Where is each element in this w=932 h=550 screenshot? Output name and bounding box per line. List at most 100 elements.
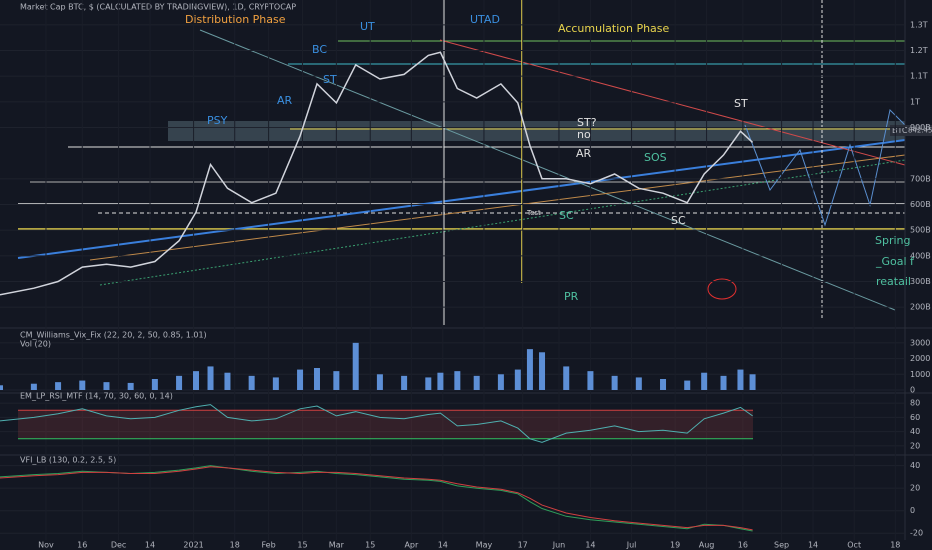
y-tick-label: 1.2T	[910, 46, 928, 55]
bar	[454, 371, 461, 390]
bar	[151, 379, 158, 390]
x-tick-label: 14	[145, 541, 155, 550]
annotation: _Goal f	[875, 255, 915, 268]
annotation: SC	[671, 214, 686, 227]
pane-title: CM_Williams_Vix_Fix (22, 20, 2, 50, 0.85…	[20, 331, 207, 340]
x-tick-label: Dec	[111, 541, 126, 550]
bar	[701, 372, 708, 390]
y-tick-label: 60	[910, 413, 920, 422]
trend-line	[439, 39, 906, 166]
rsi-band	[18, 410, 753, 439]
y-tick-label: 300B	[910, 277, 931, 286]
annotation: Accumulation Phase	[558, 22, 670, 35]
x-tick-label: 18	[890, 541, 900, 550]
header-title: Market Cap BTC, $ (CALCULATED BY TRADING…	[20, 3, 296, 12]
annotation: Spring	[875, 234, 911, 247]
annotation: PR	[564, 290, 579, 303]
x-tick-label: Jul	[626, 541, 637, 550]
annotation: reatail	[876, 275, 911, 288]
y-tick-label: 700B	[910, 174, 931, 183]
line-series	[0, 465, 753, 532]
y-tick-label: 2000	[910, 354, 930, 363]
bar	[79, 380, 86, 390]
annotation: AR	[277, 94, 293, 107]
bar	[611, 375, 618, 390]
y-tick-label: 0	[910, 386, 915, 395]
annotation: SC	[559, 209, 574, 222]
y-tick-label: 600B	[910, 200, 931, 209]
pane-title: VFI_LB (130, 0.2, 2.5, 5)	[20, 456, 116, 465]
x-tick-label: 19	[670, 541, 680, 550]
x-tick-label: 15	[365, 541, 375, 550]
bar	[272, 377, 279, 390]
bar	[127, 382, 134, 390]
x-tick-label: Apr	[404, 541, 419, 550]
y-tick-label: 1T	[910, 97, 920, 106]
x-tick-label: Oct	[847, 541, 861, 550]
x-tick-label: Jun	[552, 541, 566, 550]
badge-price: 842.455B	[908, 127, 932, 135]
bar	[526, 349, 533, 390]
bar	[425, 377, 432, 390]
bar	[297, 369, 304, 390]
bar	[437, 372, 444, 390]
x-tick-label: Mar	[329, 541, 345, 550]
price-badge	[890, 125, 932, 136]
circle-mark	[707, 278, 737, 300]
bar	[55, 382, 62, 390]
psy-zone	[168, 121, 905, 141]
line-series	[0, 404, 753, 443]
annotation: ST?	[577, 116, 597, 129]
bar	[30, 383, 37, 390]
annotation: ST	[734, 97, 748, 110]
x-tick-label: 18	[230, 541, 240, 550]
bar	[635, 377, 642, 390]
bar	[313, 368, 320, 390]
line-series	[0, 466, 753, 531]
x-tick-label: May	[476, 541, 493, 550]
y-tick-label: 3000	[910, 338, 930, 347]
x-tick-label: 17	[518, 541, 528, 550]
x-tick-label: Aug	[699, 541, 715, 550]
bar	[749, 374, 756, 390]
bar	[207, 366, 214, 390]
bar	[514, 369, 521, 390]
bar	[224, 372, 231, 390]
y-tick-label: 40	[910, 461, 920, 470]
y-tick-label: 20	[910, 484, 920, 493]
x-tick-label: 2021	[183, 541, 203, 550]
bar	[401, 375, 408, 390]
bar	[587, 371, 594, 390]
annotation: ST	[323, 73, 337, 86]
y-tick-label: 80	[910, 399, 920, 408]
y-tick-label: 0	[910, 506, 915, 515]
annotation: BC	[312, 43, 327, 56]
y-tick-label: -20	[910, 529, 923, 538]
y-tick-label: 200B	[910, 303, 931, 312]
trend-line	[17, 139, 906, 259]
bar	[473, 375, 480, 390]
annotation: Distribution Phase	[185, 13, 286, 26]
bar	[103, 382, 110, 390]
y-tick-label: 1.3T	[910, 20, 928, 29]
y-tick-label: 500B	[910, 226, 931, 235]
bar	[660, 379, 667, 390]
annotation: Test	[526, 209, 541, 217]
bar	[0, 385, 3, 390]
x-tick-label: Feb	[262, 541, 276, 550]
x-tick-label: Nov	[38, 541, 54, 550]
x-tick-label: Sep	[774, 541, 789, 550]
bar	[684, 380, 691, 390]
badge-symbol: BTC	[892, 126, 908, 135]
projection	[744, 108, 906, 227]
x-tick-label: 16	[77, 541, 87, 550]
bar	[193, 371, 200, 390]
annotation: UT	[360, 20, 375, 33]
bar	[376, 374, 383, 390]
y-tick-label: 400B	[910, 251, 931, 260]
bar	[333, 371, 340, 390]
pane-title: EM_LP_RSI_MTF (14, 70, 30, 60, 0, 14)	[20, 392, 173, 401]
annotation: UTAD	[470, 13, 500, 26]
